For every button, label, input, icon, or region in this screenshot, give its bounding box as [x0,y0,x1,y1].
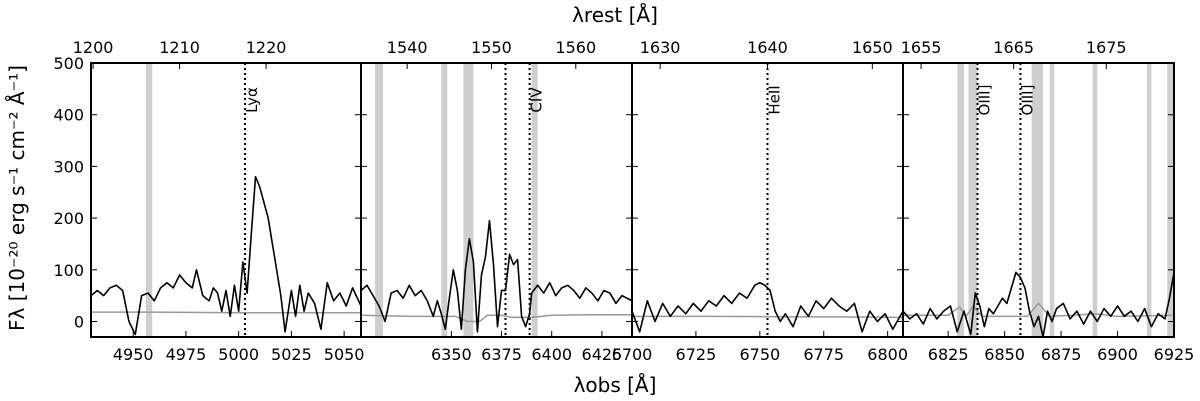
y-tick-label: 300 [53,157,84,176]
x-tick-label: 6375 [481,345,522,364]
x-tick-label: 5050 [324,345,365,364]
top-tick-label: 1540 [387,38,428,57]
panel-frame [90,62,362,338]
line-label: CIV [528,87,546,113]
sky-band [1031,63,1044,337]
sky-band [463,63,474,337]
panel-1: Lyα 4950 4975 5000 5025 5050 1200 1210 1220 [73,38,365,364]
top-tick-label: 1650 [852,38,893,57]
x-tick-label: 4950 [113,345,154,364]
noise-series [361,314,632,323]
line-label: OIII] [976,85,994,116]
top-tick-label: 1665 [993,38,1034,57]
top-tick-label: 1200 [73,38,114,57]
x-axis-title: λobs [Å] [574,373,657,397]
x-tick-label: 6750 [739,345,780,364]
x-tick-label: 5025 [271,345,312,364]
line-label: Lyα [243,87,261,113]
panel-frame [902,62,1175,338]
line-label: HeII [766,85,784,114]
x-tick-label: 6700 [612,345,653,364]
top-tick-label: 1655 [901,38,942,57]
x-tick-label: 6875 [1041,345,1082,364]
y-tick-label: 100 [53,261,84,280]
x-tick-label: 4975 [166,345,207,364]
sky-band [1146,63,1152,337]
top-tick-label: 1630 [640,38,681,57]
x-tick-label: 6825 [928,345,969,364]
panel-4: OIII] OIII] 6825 6850 6875 6900 6925 1655 1665 16… [901,38,1195,364]
x-tick-label: 6350 [431,345,472,364]
sky-band [968,63,978,337]
flux-series [91,175,361,336]
y-axis-title: Fλ [10⁻²⁰ erg s⁻¹ cm⁻² Å⁻¹] [5,65,29,331]
flux-series [632,281,903,333]
x-tick-label: 6400 [531,345,572,364]
sky-band [145,63,153,337]
flux-series [903,271,1174,337]
x-tick-label: 6900 [1097,345,1138,364]
sky-band [957,63,964,337]
flux-series [361,219,632,333]
x-tick-label: 6725 [676,345,717,364]
x-tick-label: 6775 [803,345,844,364]
top-tick-label: 1210 [159,38,200,57]
x-tick-label: 6850 [984,345,1025,364]
y-tick-label: 400 [53,106,84,125]
y-tick-label: 0 [74,312,84,331]
line-label: OIII] [1018,85,1036,116]
sky-band [1092,63,1098,337]
sky-band [1167,63,1174,337]
sky-band [441,63,448,337]
x-tick-label: 6925 [1154,345,1195,364]
y-tick-label: 200 [53,209,84,228]
x-tick-label: 6800 [867,345,908,364]
sky-band [1049,63,1055,337]
top-tick-label: 1675 [1086,38,1127,57]
noise-series [632,315,903,319]
y-tick-label: 500 [53,54,84,73]
top-tick-label: 1560 [555,38,596,57]
top-axis-title: λrest [Å] [572,3,658,27]
top-tick-label: 1640 [747,38,788,57]
panel-2: CIV 6350 6375 6400 6425 1540 1550 1560 [360,38,633,364]
top-tick-label: 1550 [471,38,512,57]
x-tick-label: 5000 [218,345,259,364]
noise-series [903,302,1174,318]
sky-band [531,63,538,337]
sky-band [375,63,384,337]
x-tick-label: 6425 [582,345,623,364]
noise-series [91,311,361,314]
panel-3: HeII 6700 6725 6750 6775 6800 1630 1640 1650 [612,38,908,364]
top-tick-label: 1220 [246,38,287,57]
